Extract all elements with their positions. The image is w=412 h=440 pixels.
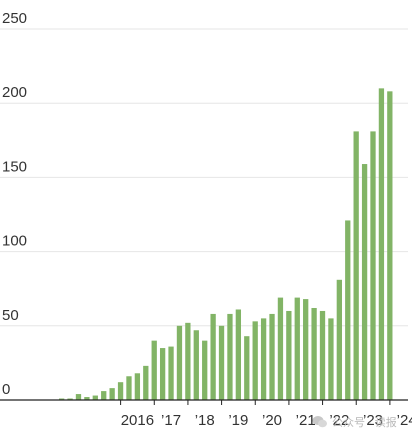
bars <box>59 88 393 401</box>
x-tick-label-2: ’18 <box>195 412 215 429</box>
bar-38 <box>378 88 385 401</box>
y-axis-labels: 0 50 100 150 200 250 <box>2 10 27 398</box>
bar-5 <box>101 391 107 400</box>
bar-12 <box>159 348 166 400</box>
bar-19 <box>218 325 225 400</box>
bar-10 <box>143 365 149 400</box>
bar-29 <box>303 299 309 400</box>
bar-15 <box>185 322 191 400</box>
x-tick-label-5: ’21 <box>296 412 316 429</box>
watermark-text: 公众号 · 读报 <box>332 417 397 429</box>
bar-28 <box>294 297 300 400</box>
x-tick-label-6: ’22 <box>329 412 349 429</box>
x-axis-labels: 2016 ’17 ’18 ’19 ’20 ’21 ’22 ’23 ’24 <box>121 412 412 429</box>
bar-14 <box>176 325 183 400</box>
bar-16 <box>193 330 199 400</box>
bar-37 <box>370 131 376 400</box>
bar-35 <box>353 131 359 400</box>
bar-26 <box>277 297 284 400</box>
bar-34 <box>345 220 351 400</box>
bar-17 <box>202 340 208 400</box>
bar-9 <box>134 373 141 400</box>
wechat-icon <box>312 416 327 428</box>
bar-21 <box>235 309 242 400</box>
x-tick-label-8: ’24 <box>397 412 412 429</box>
bar-1 <box>67 398 73 400</box>
bar-18 <box>210 313 216 400</box>
x-tick-label-7: ’23 <box>363 412 383 429</box>
bar-7 <box>117 382 124 400</box>
bar-33 <box>336 279 342 400</box>
x-tick-label-1: ’17 <box>161 412 181 429</box>
y-tick-label-0: 0 <box>2 381 10 398</box>
watermark: 公众号 · 读报 <box>312 414 397 430</box>
bar-25 <box>269 313 275 400</box>
bar-24 <box>260 318 267 400</box>
bar-27 <box>286 310 292 400</box>
bar-6 <box>109 388 115 400</box>
y-tick-label-150: 150 <box>2 158 27 175</box>
bar-22 <box>244 336 250 400</box>
bar-30 <box>311 307 317 400</box>
bar-20 <box>227 313 233 400</box>
bar-3 <box>84 397 90 400</box>
x-axis <box>0 399 408 405</box>
bar-31 <box>319 310 326 400</box>
x-tick-label-0: 2016 <box>121 412 154 429</box>
bar-4 <box>92 395 98 400</box>
bar-32 <box>328 318 334 400</box>
y-tick-label-50: 50 <box>2 307 19 324</box>
y-tick-label-200: 200 <box>2 84 27 101</box>
y-tick-label-250: 250 <box>2 10 27 27</box>
y-tick-label-100: 100 <box>2 233 27 250</box>
bar-39 <box>387 91 393 400</box>
bar-2 <box>75 394 82 400</box>
bar-0 <box>59 398 65 400</box>
x-tick-label-3: ’19 <box>228 412 248 429</box>
bar-36 <box>361 164 368 400</box>
bar-23 <box>252 321 258 400</box>
x-tick-label-4: ’20 <box>262 412 282 429</box>
bar-13 <box>168 346 174 400</box>
bar-11 <box>151 340 157 400</box>
bar-8 <box>126 376 132 400</box>
